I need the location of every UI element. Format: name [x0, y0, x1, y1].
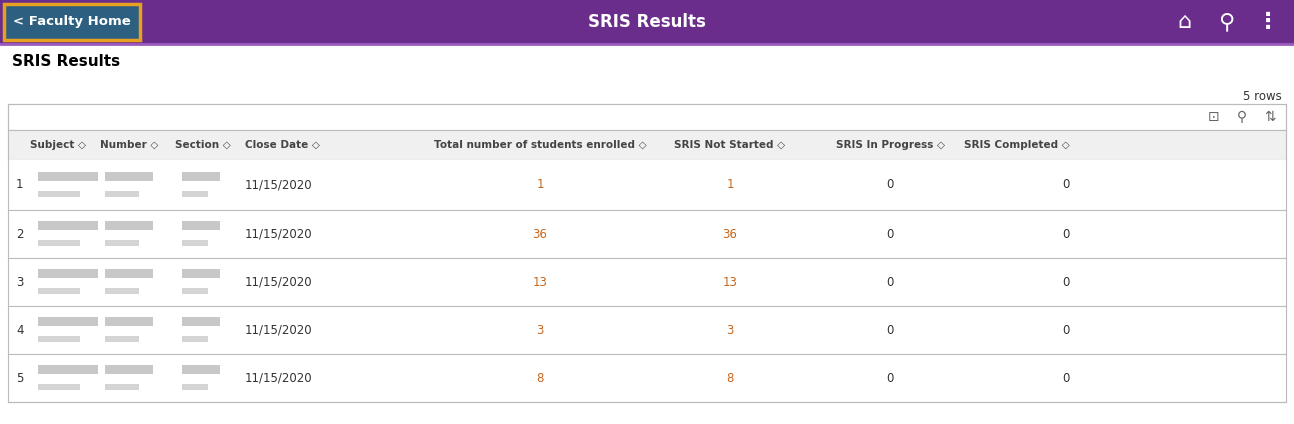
Bar — [8, 160, 1286, 210]
Bar — [182, 221, 220, 230]
Bar — [182, 240, 208, 246]
Text: 3: 3 — [726, 324, 734, 337]
Text: 13: 13 — [722, 276, 738, 288]
Bar — [182, 317, 220, 326]
Bar — [105, 365, 153, 374]
Text: SRIS Not Started ◇: SRIS Not Started ◇ — [674, 140, 785, 150]
Bar — [4, 4, 140, 40]
Bar — [38, 384, 80, 390]
Text: 0: 0 — [886, 371, 894, 385]
Text: 0: 0 — [886, 179, 894, 192]
Text: 11/15/2020: 11/15/2020 — [245, 179, 313, 192]
Text: 0: 0 — [1062, 228, 1070, 240]
Bar — [182, 288, 208, 294]
Text: Number ◇: Number ◇ — [100, 140, 158, 150]
Text: ⚲: ⚲ — [1237, 110, 1247, 124]
Text: SRIS Results: SRIS Results — [587, 13, 707, 31]
Text: 0: 0 — [1062, 179, 1070, 192]
Bar — [8, 258, 1286, 306]
Text: Close Date ◇: Close Date ◇ — [245, 140, 320, 150]
Text: < Faculty Home: < Faculty Home — [13, 16, 131, 28]
Text: SRIS Completed ◇: SRIS Completed ◇ — [964, 140, 1070, 150]
Text: Total number of students enrolled ◇: Total number of students enrolled ◇ — [433, 140, 646, 150]
Bar — [38, 269, 98, 278]
Text: 0: 0 — [886, 324, 894, 337]
Bar — [8, 354, 1286, 402]
Bar — [8, 210, 1286, 258]
Text: 0: 0 — [886, 228, 894, 240]
Text: 0: 0 — [886, 276, 894, 288]
Text: ⌂: ⌂ — [1178, 12, 1190, 32]
Bar — [182, 172, 220, 181]
Text: Subject ◇: Subject ◇ — [30, 140, 85, 150]
Text: ⊡: ⊡ — [1209, 110, 1220, 124]
Text: 36: 36 — [722, 228, 738, 240]
Text: SRIS Results: SRIS Results — [12, 55, 120, 70]
Text: 13: 13 — [533, 276, 547, 288]
Text: 0: 0 — [1062, 324, 1070, 337]
Bar — [105, 221, 153, 230]
Bar — [182, 336, 208, 342]
Bar — [38, 365, 98, 374]
Bar — [105, 240, 138, 246]
Bar — [0, 0, 1294, 44]
Bar — [182, 269, 220, 278]
Text: 3: 3 — [536, 324, 543, 337]
Text: 0: 0 — [1062, 371, 1070, 385]
Bar — [8, 306, 1286, 354]
Text: SRIS In Progress ◇: SRIS In Progress ◇ — [836, 140, 945, 150]
Bar — [38, 191, 80, 197]
Bar — [38, 172, 98, 181]
Bar — [105, 288, 138, 294]
Text: 4: 4 — [16, 324, 23, 337]
Text: 1: 1 — [536, 179, 543, 192]
Text: 36: 36 — [533, 228, 547, 240]
Text: 11/15/2020: 11/15/2020 — [245, 276, 313, 288]
Bar — [182, 191, 208, 197]
Bar — [182, 384, 208, 390]
Text: 2: 2 — [16, 228, 23, 240]
Bar — [8, 130, 1286, 160]
Bar — [105, 384, 138, 390]
Bar — [105, 336, 138, 342]
Bar — [8, 104, 1286, 130]
Text: Section ◇: Section ◇ — [175, 140, 230, 150]
Text: 5 rows: 5 rows — [1244, 89, 1282, 103]
Text: 11/15/2020: 11/15/2020 — [245, 228, 313, 240]
Text: 3: 3 — [16, 276, 23, 288]
Bar — [182, 365, 220, 374]
Text: ⇅: ⇅ — [1264, 110, 1276, 124]
Bar — [38, 240, 80, 246]
Bar — [38, 221, 98, 230]
Bar — [105, 191, 138, 197]
Text: 0: 0 — [1062, 276, 1070, 288]
Text: ⋮: ⋮ — [1256, 12, 1280, 32]
Text: 8: 8 — [726, 371, 734, 385]
Bar — [38, 288, 80, 294]
Bar — [38, 336, 80, 342]
Bar — [105, 317, 153, 326]
Text: 11/15/2020: 11/15/2020 — [245, 324, 313, 337]
Text: ⚲: ⚲ — [1218, 12, 1234, 32]
Bar — [105, 172, 153, 181]
Text: 1: 1 — [16, 179, 23, 192]
Text: 5: 5 — [16, 371, 23, 385]
Text: 8: 8 — [536, 371, 543, 385]
Bar — [38, 317, 98, 326]
Text: 1: 1 — [726, 179, 734, 192]
Bar — [105, 269, 153, 278]
Text: 11/15/2020: 11/15/2020 — [245, 371, 313, 385]
